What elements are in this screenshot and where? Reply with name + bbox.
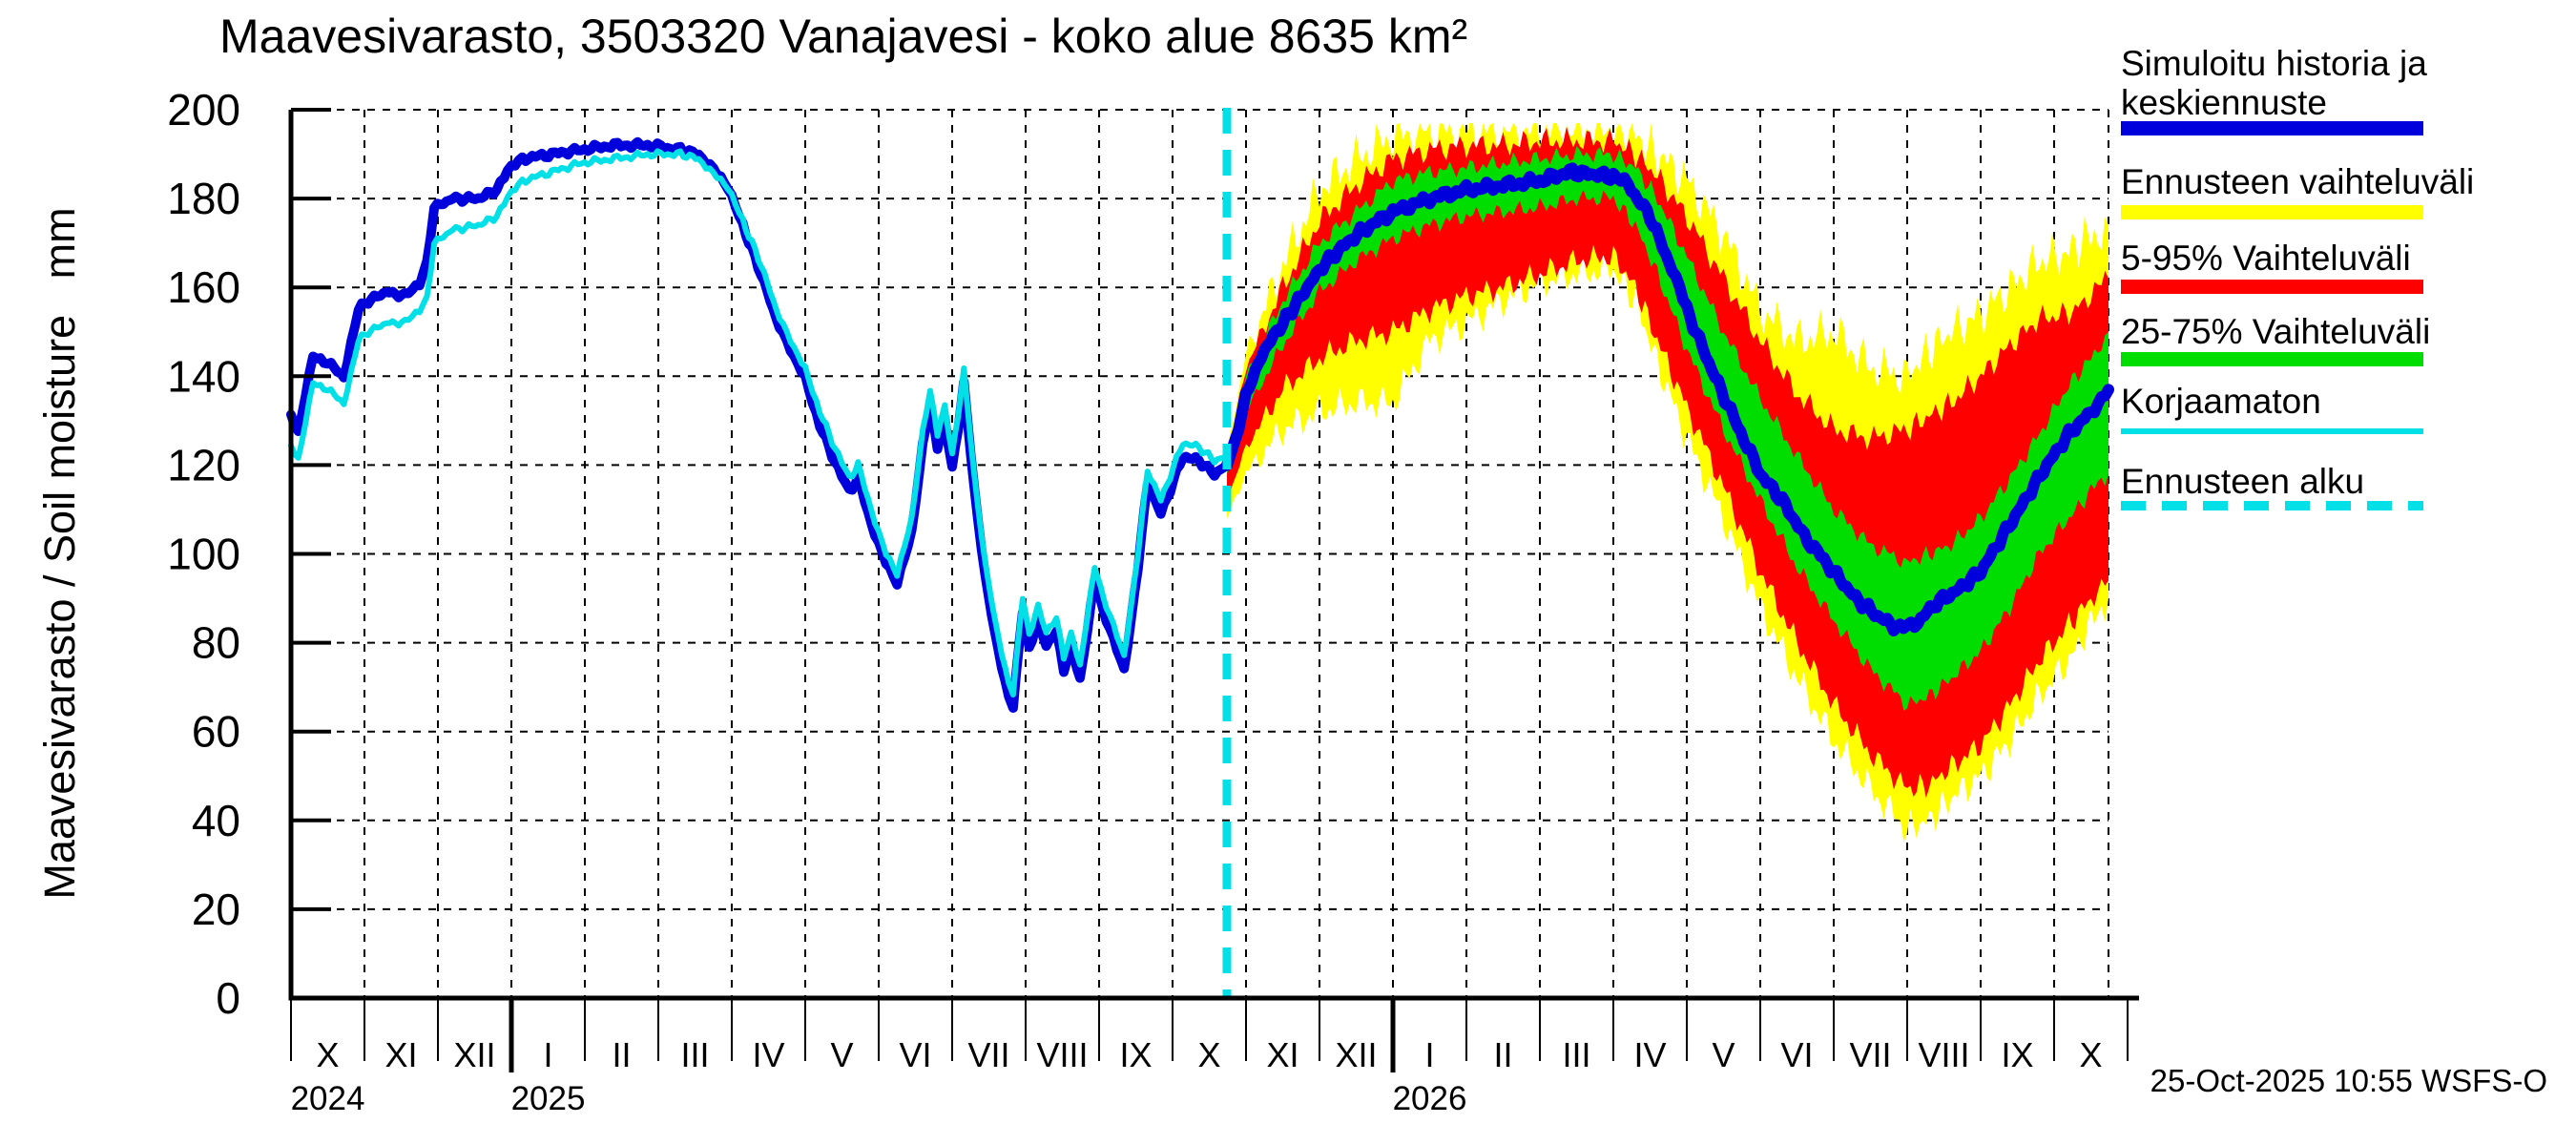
chart-title: Maavesivarasto, 3503320 Vanajavesi - kok… [219,10,1467,63]
timestamp: 25-Oct-2025 10:55 WSFS-O [2150,1063,2547,1098]
y-tick-label: 80 [192,618,240,668]
legend-item-simulated: Simuloitu historia ja keskiennuste [2121,44,2427,135]
x-month-label: VII [1849,1035,1891,1074]
x-month-label: IV [752,1035,784,1074]
x-month-label: II [1493,1035,1512,1074]
x-year-label: 2025 [511,1080,586,1117]
legend-item-25-75: 25-75% Vaihteluväli [2121,312,2431,366]
x-month-label: XII [453,1035,495,1074]
y-tick-label: 180 [167,174,240,223]
legend-label: Simuloitu historia ja [2121,44,2427,83]
x-month-label: VII [967,1035,1009,1074]
x-month-label: III [680,1035,709,1074]
x-year-label: 2026 [1393,1080,1467,1117]
legend-label: 25-75% Vaihteluväli [2121,312,2431,351]
x-month-label: IV [1633,1035,1666,1074]
x-month-label: II [612,1035,631,1074]
x-month-label: X [316,1035,339,1074]
x-month-label: VI [899,1035,931,1074]
legend-item-5-95: 5-95% Vaihteluväli [2121,239,2423,294]
y-tick-label: 40 [192,796,240,845]
x-month-label: XII [1335,1035,1377,1074]
y-tick-label: 100 [167,530,240,579]
red-line-swatch [2121,280,2423,294]
y-tick-label: 160 [167,262,240,312]
y-tick-label: 120 [167,440,240,489]
y-tick-label: 60 [192,707,240,757]
x-month-label: X [1197,1035,1220,1074]
x-month-label: I [543,1035,552,1074]
x-month-label: V [1712,1035,1735,1074]
x-month-label: VIII [1918,1035,1969,1074]
x-month-label: IX [2001,1035,2033,1074]
x-month-label: VI [1780,1035,1813,1074]
legend: Simuloitu historia ja keskiennuste Ennus… [2121,0,2569,592]
x-year-label: 2024 [291,1080,365,1117]
blue-line-swatch [2121,121,2423,135]
legend-label: keskiennuste [2121,83,2327,122]
y-tick-label: 0 [216,973,240,1023]
legend-label: 5-95% Vaihteluväli [2121,239,2411,278]
legend-label: Korjaamaton [2121,382,2321,421]
x-month-label: I [1424,1035,1434,1074]
legend-item-forecast-start: Ennusteen alku [2121,462,2423,510]
axes [288,108,2139,1072]
x-month-label: VIII [1036,1035,1088,1074]
x-month-label: XI [384,1035,417,1074]
y-tick-label: 140 [167,351,240,401]
cyan-dashed-line-swatch [2121,501,2423,510]
cyan-line-swatch [2121,428,2423,434]
x-month-label: XI [1266,1035,1298,1074]
y-tick-label: 200 [167,85,240,135]
green-line-swatch [2121,352,2423,366]
x-month-label: IX [1119,1035,1152,1074]
y-axis-label: Maavesivarasto / Soil moisture mm [35,207,84,899]
legend-label: Ennusteen alku [2121,462,2365,501]
chart-series [286,108,2114,998]
x-month-label: V [830,1035,853,1074]
legend-label: Ennusteen vaihteluväli [2121,162,2475,201]
legend-item-forecast-range: Ennusteen vaihteluväli [2121,162,2475,219]
yellow-line-swatch [2121,205,2423,219]
y-tick-label: 20 [192,885,240,934]
x-month-label: III [1562,1035,1590,1074]
legend-item-uncorrected: Korjaamaton [2121,382,2423,434]
x-month-label: X [2079,1035,2102,1074]
